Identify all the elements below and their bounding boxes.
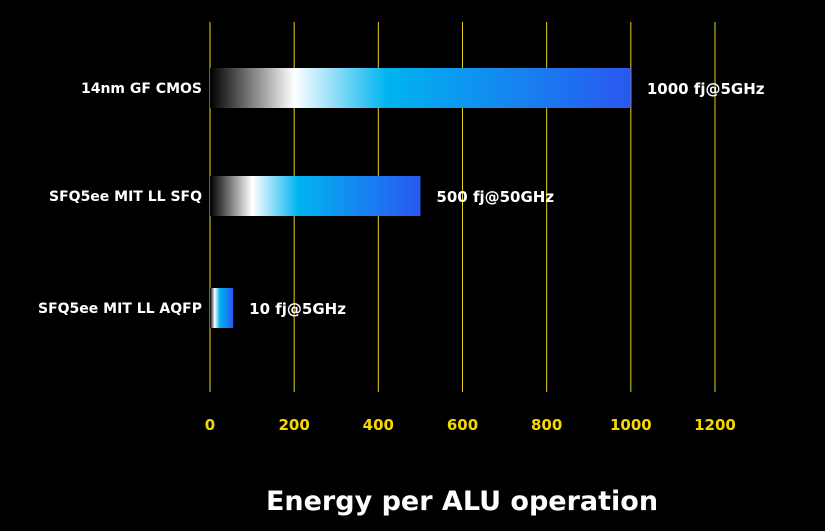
x-tick-label: 1200 [694, 416, 736, 434]
category-labels: 14nm GF CMOS SFQ5ee MIT LL SFQ SFQ5ee MIT … [38, 81, 202, 317]
category-label: SFQ5ee MIT LL SFQ [49, 189, 202, 205]
bar [210, 68, 631, 108]
x-tick-label: 400 [363, 416, 394, 434]
x-tick-label: 600 [447, 416, 478, 434]
bar [210, 176, 421, 216]
x-tick-label: 1000 [610, 416, 652, 434]
bars [210, 68, 631, 328]
data-labels: 1000 fj@5GHz 500 fj@50GHz 10 fj@5GHz [249, 80, 765, 318]
x-axis-ticks: 0 200 400 600 800 1000 1200 [205, 416, 736, 434]
x-axis-label: Energy per ALU operation [266, 486, 658, 517]
x-tick-label: 200 [279, 416, 310, 434]
data-label: 500 fj@50GHz [436, 188, 554, 206]
data-label: 1000 fj@5GHz [647, 80, 765, 98]
bar [210, 288, 234, 328]
x-tick-label: 800 [531, 416, 562, 434]
category-label: 14nm GF CMOS [81, 81, 202, 97]
category-label: SFQ5ee MIT LL AQFP [38, 301, 202, 317]
x-tick-label: 0 [205, 416, 215, 434]
data-label: 10 fj@5GHz [249, 300, 346, 318]
